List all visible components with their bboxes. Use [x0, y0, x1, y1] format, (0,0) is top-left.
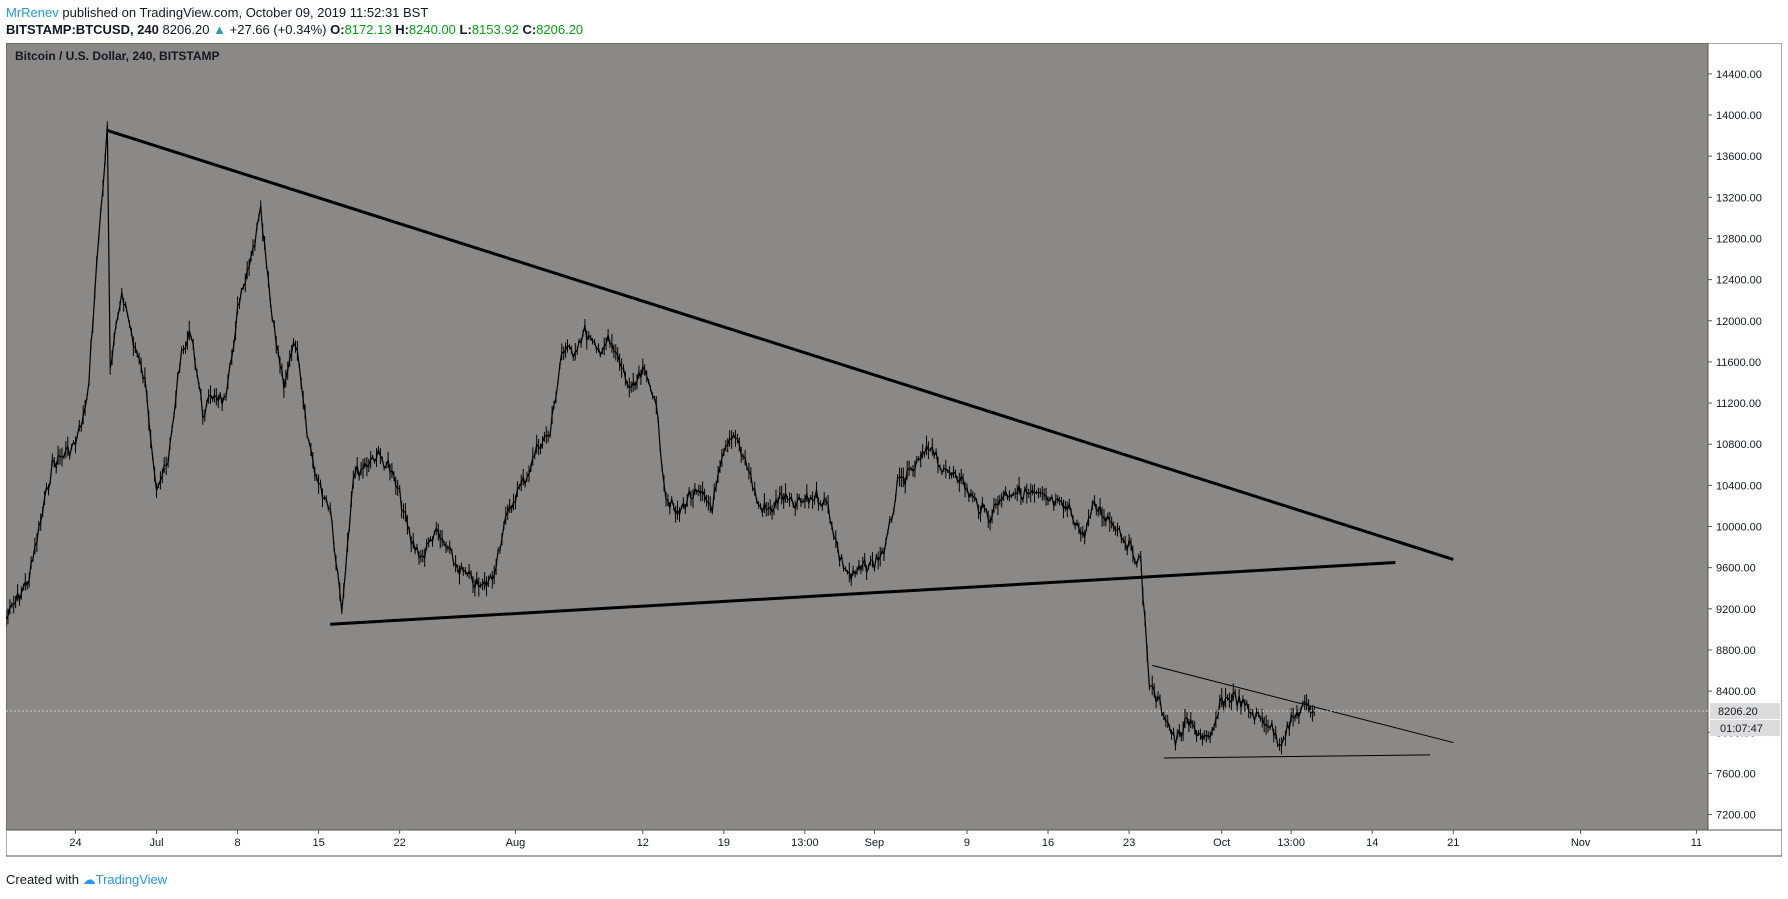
y-tick-label: 10000.00 [1716, 522, 1762, 534]
x-tick-label: 14 [1366, 837, 1378, 849]
x-tick-label: 13:00 [791, 837, 819, 849]
y-tick-label: 12400.00 [1716, 275, 1762, 287]
trendlines [106, 129, 1454, 759]
x-tick-label: Jul [149, 837, 163, 849]
footer: Created with ☁TradingView [6, 872, 167, 888]
price-line [5, 125, 1315, 747]
trendline-lower[interactable] [330, 561, 1396, 626]
y-tick-label: 8800.00 [1716, 645, 1756, 657]
price-chart[interactable]: Bitcoin / U.S. Dollar, 240, BITSTAMP 720… [5, 42, 1783, 863]
y-tick-label: 11600.00 [1716, 357, 1761, 369]
author-name[interactable]: MrRenev [6, 5, 59, 20]
close-value: 8206.20 [536, 22, 584, 37]
x-tick-label: 15 [312, 837, 324, 849]
x-tick-label: 22 [394, 837, 406, 849]
trendline-upper[interactable] [106, 129, 1454, 561]
y-tick-label: 12800.00 [1716, 233, 1762, 245]
y-tick-label: 13200.00 [1716, 192, 1762, 204]
price-change: +27.66 (+0.34%) [229, 22, 327, 37]
x-tick-label: 21 [1447, 837, 1459, 849]
y-tick-label: 9200.00 [1716, 604, 1756, 616]
time-axis[interactable] [5, 829, 1783, 857]
x-tick-label: 16 [1042, 837, 1054, 849]
y-tick-label: 11200.00 [1716, 398, 1761, 410]
x-tick-label: 19 [718, 837, 730, 849]
open-value: 8172.13 [344, 22, 392, 37]
tradingview-logo-icon[interactable]: ☁ [82, 872, 96, 887]
x-tick-label: 13:00 [1277, 837, 1305, 849]
y-tick-label: 7200.00 [1716, 810, 1756, 822]
chart-container[interactable]: Bitcoin / U.S. Dollar, 240, BITSTAMP 720… [5, 42, 1783, 863]
high-label: H: [395, 22, 409, 37]
y-tick-label: 12000.00 [1716, 316, 1762, 328]
x-tick-label: 24 [69, 837, 81, 849]
y-tick-label: 10400.00 [1716, 480, 1762, 492]
change-up-icon: ▲ [213, 22, 227, 37]
x-tick-label: 23 [1123, 837, 1135, 849]
trendline-wedge-bottom[interactable] [1163, 754, 1431, 759]
tradingview-brand[interactable]: TradingView [95, 872, 168, 887]
last-price-label: 8206.20 [1718, 706, 1758, 718]
symbol-label: BITSTAMP:BTCUSD, 240 [6, 22, 159, 37]
x-axis-labels: 24 Jul 8 15 22 Aug 12 19 13:00 Sep 9 16 23 Oct 13:00 14… [69, 830, 1702, 849]
created-with-text: Created with [6, 872, 79, 887]
published-text: published on TradingView.com, October 09… [62, 5, 429, 20]
price-axis[interactable] [1707, 42, 1783, 831]
publish-header: MrRenev published on TradingView.com, Oc… [6, 4, 428, 21]
y-tick-label: 10800.00 [1716, 439, 1762, 451]
y-tick-label: 7600.00 [1716, 768, 1756, 780]
trendline-wedge-top[interactable] [1152, 664, 1454, 744]
x-tick-label: 12 [637, 837, 649, 849]
chart-pane[interactable] [5, 42, 1709, 831]
quote-bar: BITSTAMP:BTCUSD, 240 8206.20 ▲ +27.66 (+… [6, 21, 583, 38]
countdown-label: 01:07:47 [1720, 723, 1763, 735]
low-label: L: [459, 22, 472, 37]
last-price: 8206.20 [162, 22, 210, 37]
open-label: O: [330, 22, 345, 37]
x-tick-label: Sep [865, 837, 885, 849]
x-tick-label: 11 [1691, 837, 1702, 849]
low-value: 8153.92 [471, 22, 519, 37]
y-tick-label: 8400.00 [1716, 686, 1756, 698]
y-tick-label: 14000.00 [1716, 110, 1762, 122]
price-series [5, 121, 1315, 755]
x-tick-label: Oct [1213, 837, 1230, 849]
x-tick-label: Aug [506, 837, 526, 849]
last-price-badge: 8206.20 01:07:47 [1710, 703, 1780, 737]
y-tick-label: 13600.00 [1716, 151, 1762, 163]
x-tick-label: Nov [1571, 837, 1591, 849]
y-tick-label: 9600.00 [1716, 563, 1756, 575]
x-tick-label: 9 [964, 837, 970, 849]
high-value: 8240.00 [408, 22, 456, 37]
x-tick-label: 8 [235, 837, 241, 849]
y-tick-label: 14400.00 [1716, 69, 1762, 81]
close-label: C: [522, 22, 537, 37]
chart-title: Bitcoin / U.S. Dollar, 240, BITSTAMP [15, 49, 219, 63]
